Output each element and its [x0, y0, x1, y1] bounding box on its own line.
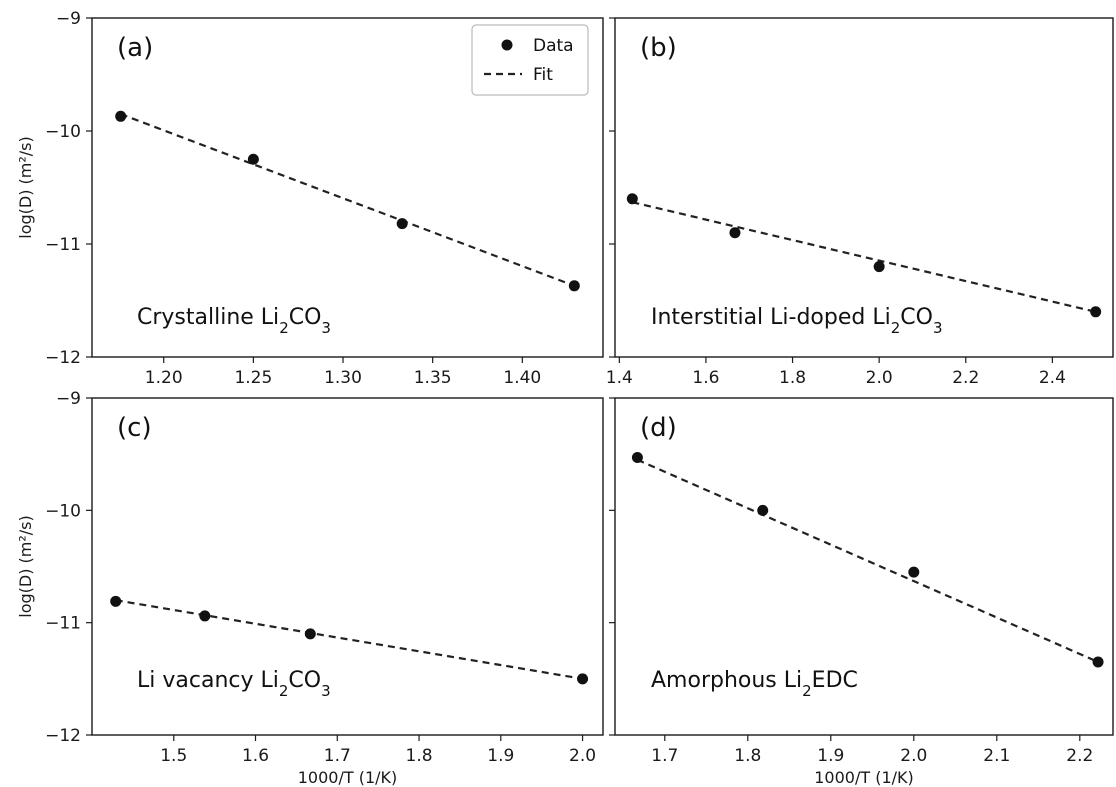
- x-tick-label: 1.5: [160, 746, 187, 766]
- panel-label: (a): [117, 33, 153, 63]
- x-tick-label: 1.7: [324, 746, 351, 766]
- data-point: [304, 628, 316, 640]
- data-point: [568, 280, 580, 292]
- y-tick-label: −9: [56, 9, 81, 29]
- y-tick-label: −12: [45, 726, 81, 746]
- data-point: [1092, 656, 1104, 668]
- x-tick-label: 2.2: [1066, 746, 1093, 766]
- legend: Data Fit: [471, 24, 589, 96]
- y-tick-label: −9: [56, 389, 81, 409]
- x-tick-label: 2.0: [569, 746, 596, 766]
- data-point: [115, 110, 127, 122]
- data-point: [626, 193, 638, 205]
- y-axis-label: log(D) (m²/s): [16, 515, 35, 618]
- y-tick-label: −12: [45, 348, 81, 368]
- legend-marker-data: [501, 39, 513, 51]
- annotation-text: Crystalline Li: [137, 305, 279, 330]
- x-tick-label: 1.35: [414, 368, 452, 388]
- plot-frame: [91, 17, 604, 358]
- data-point: [757, 504, 769, 516]
- chart-panel-a: 1.20 1.25 1.30 1.35 1.40 −9 −10 −11 −12 log(D) (m…: [16, 9, 604, 388]
- legend-box: [471, 24, 589, 96]
- x-tick-label: 2.1: [983, 746, 1010, 766]
- panel-label: (d): [640, 413, 677, 443]
- annotation-subscript: 2: [279, 682, 289, 700]
- annotation-subscript: 2: [891, 319, 901, 337]
- data-point: [110, 595, 122, 607]
- annotation-text: Li vacancy Li: [137, 668, 279, 693]
- annotation-text: CO: [288, 668, 321, 693]
- x-tick-label: 1.30: [324, 368, 362, 388]
- panel-annotation: Crystalline Li2CO3: [137, 305, 331, 337]
- annotation-text: Amorphous Li: [651, 668, 802, 693]
- x-tick-label: 2.4: [1039, 368, 1066, 388]
- x-tick-label: 1.20: [145, 368, 183, 388]
- x-tick-label: 1.8: [779, 368, 806, 388]
- annotation-text: EDC: [812, 668, 858, 693]
- x-axis-label: 1000/T (1/K): [814, 768, 914, 787]
- annotation-text: CO: [289, 305, 322, 330]
- panel-annotation: Li vacancy Li2CO3: [137, 668, 331, 700]
- plot-frame: [614, 397, 1114, 736]
- annotation-subscript: 3: [321, 319, 331, 337]
- annotation-subscript: 2: [802, 682, 812, 700]
- chart-panel-b: 1.4 1.6 1.8 2.0 2.2 2.4 (b) Interstitial Li-dop…: [606, 17, 1114, 388]
- fit-line: [120, 113, 575, 287]
- data-point: [873, 261, 885, 273]
- annotation-subscript: 3: [321, 682, 331, 700]
- x-tick-label: 2.0: [900, 746, 927, 766]
- x-axis-label: 1000/T (1/K): [298, 768, 398, 787]
- data-point: [247, 153, 259, 165]
- panel-label: (c): [117, 413, 152, 443]
- annotation-text: CO: [900, 305, 933, 330]
- chart-panel-c: 1.5 1.6 1.7 1.8 1.9 2.0 −9 −10 −11 −12 log(D) (m²/…: [16, 389, 604, 787]
- annotation-subscript: 2: [279, 319, 289, 337]
- x-tick-label: 1.8: [734, 746, 761, 766]
- annotation-text: Interstitial Li-doped Li: [651, 305, 891, 330]
- panel-label: (b): [640, 33, 677, 63]
- y-tick-label: −10: [45, 501, 81, 521]
- x-tick-label: 1.4: [606, 368, 633, 388]
- fit-line: [636, 458, 1099, 663]
- plot-frame: [91, 397, 604, 736]
- x-tick-label: 1.7: [651, 746, 678, 766]
- panel-annotation: Amorphous Li2EDC: [651, 668, 858, 700]
- data-point: [1090, 306, 1102, 318]
- x-tick-label: 1.6: [692, 368, 719, 388]
- chart-panel-d: 1.7 1.8 1.9 2.0 2.1 2.2 1000/T (1/K) (d) Amorpho…: [609, 397, 1114, 787]
- x-tick-label: 1.9: [487, 746, 514, 766]
- data-point: [729, 227, 741, 239]
- data-point: [631, 452, 643, 464]
- plot-frame: [614, 17, 1114, 358]
- x-tick-label: 1.6: [242, 746, 269, 766]
- y-tick-label: −11: [45, 614, 81, 634]
- annotation-subscript: 3: [933, 319, 943, 337]
- x-tick-label: 1.9: [817, 746, 844, 766]
- y-tick-label: −11: [45, 235, 81, 255]
- data-point: [908, 566, 920, 578]
- data-point: [199, 610, 211, 622]
- x-tick-label: 1.8: [406, 746, 433, 766]
- fit-line: [115, 599, 583, 680]
- legend-label-data: Data: [533, 36, 574, 56]
- y-axis-label: log(D) (m²/s): [16, 136, 35, 239]
- legend-label-fit: Fit: [533, 65, 553, 85]
- y-tick-label: −10: [45, 122, 81, 142]
- data-point: [577, 673, 589, 685]
- x-tick-label: 1.40: [503, 368, 541, 388]
- panel-annotation: Interstitial Li-doped Li2CO3: [651, 305, 943, 337]
- data-point: [396, 218, 408, 230]
- x-tick-label: 1.25: [234, 368, 272, 388]
- fit-line: [632, 201, 1096, 313]
- x-tick-label: 2.0: [866, 368, 893, 388]
- x-tick-label: 2.2: [952, 368, 979, 388]
